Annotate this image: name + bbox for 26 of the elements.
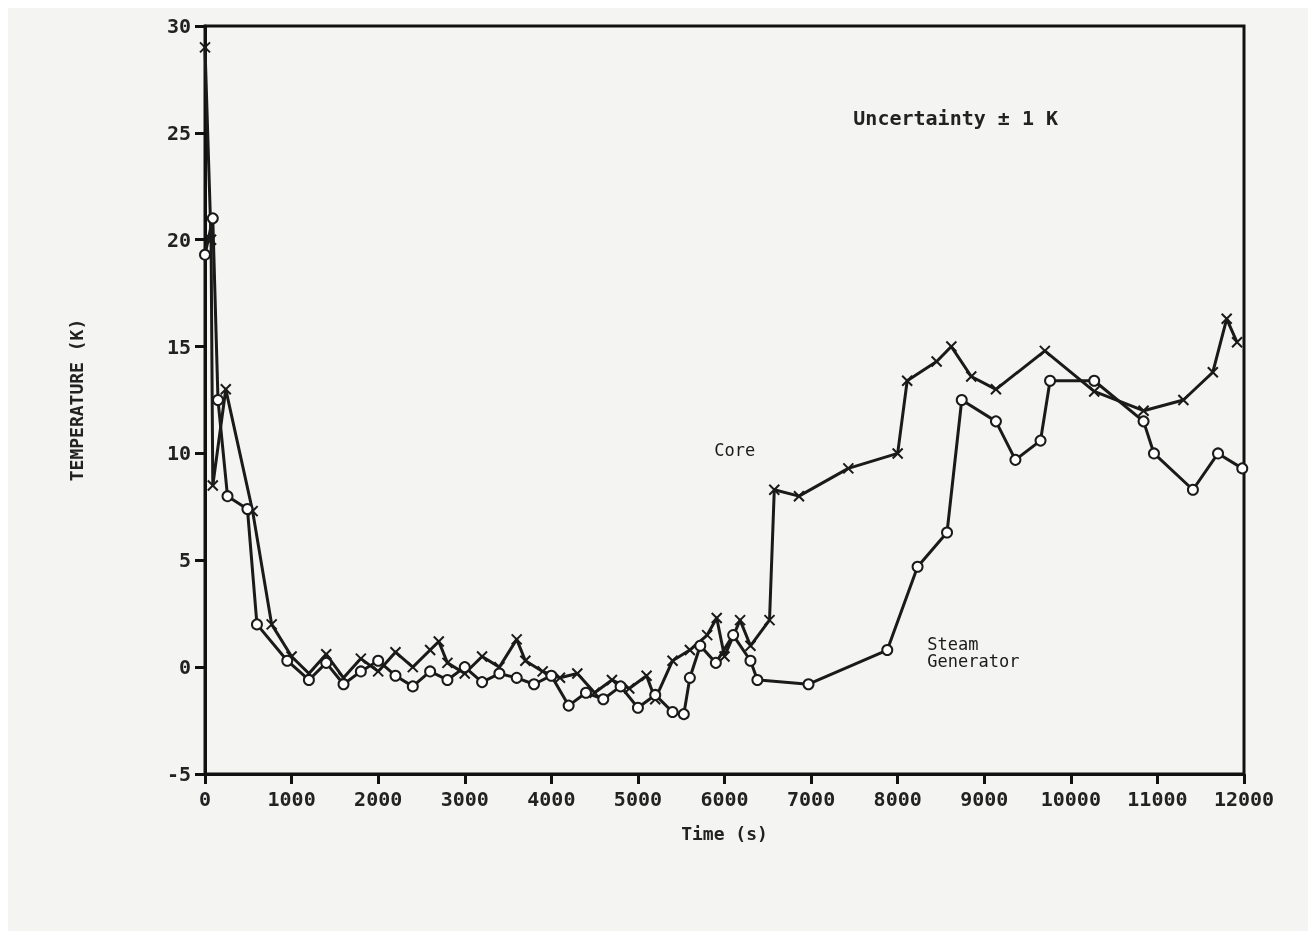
x-tick-label: 2000 [354,787,403,811]
y-tick-label: 15 [166,334,191,359]
x-tick-label: 11000 [1127,787,1188,811]
y-tick-label: 25 [166,120,191,145]
x-tick-label: 8000 [873,787,922,811]
x-tick-label: 5000 [613,787,662,811]
x-axis-title: Time (s) [681,822,768,844]
x-tick-label: 10000 [1040,787,1101,811]
y-axis-title: TEMPERATURE (K) [65,318,87,482]
y-tick-label: 20 [166,227,191,252]
y-tick-label: 10 [166,441,191,466]
x-tick-label: 0 [198,787,212,811]
x-tick-label: 9000 [960,787,1009,811]
x-tick-label: 7000 [787,787,836,811]
x-tick-label: 12000 [1213,787,1275,811]
x-tick-label: 4000 [527,787,576,811]
x-tick-label: 6000 [700,787,749,811]
annotation: Uncertainty ± 1 K [853,106,1059,130]
y-tick-label: -5 [166,762,191,786]
y-tick-label: 30 [166,14,191,38]
x-tick-label: 1000 [267,787,316,811]
series-label: Core [714,440,756,461]
x-tick-label: 3000 [440,787,489,811]
y-tick-label: 5 [178,548,191,573]
y-tick-label: 0 [178,655,191,680]
series-label: Steam Generator [927,633,1020,671]
